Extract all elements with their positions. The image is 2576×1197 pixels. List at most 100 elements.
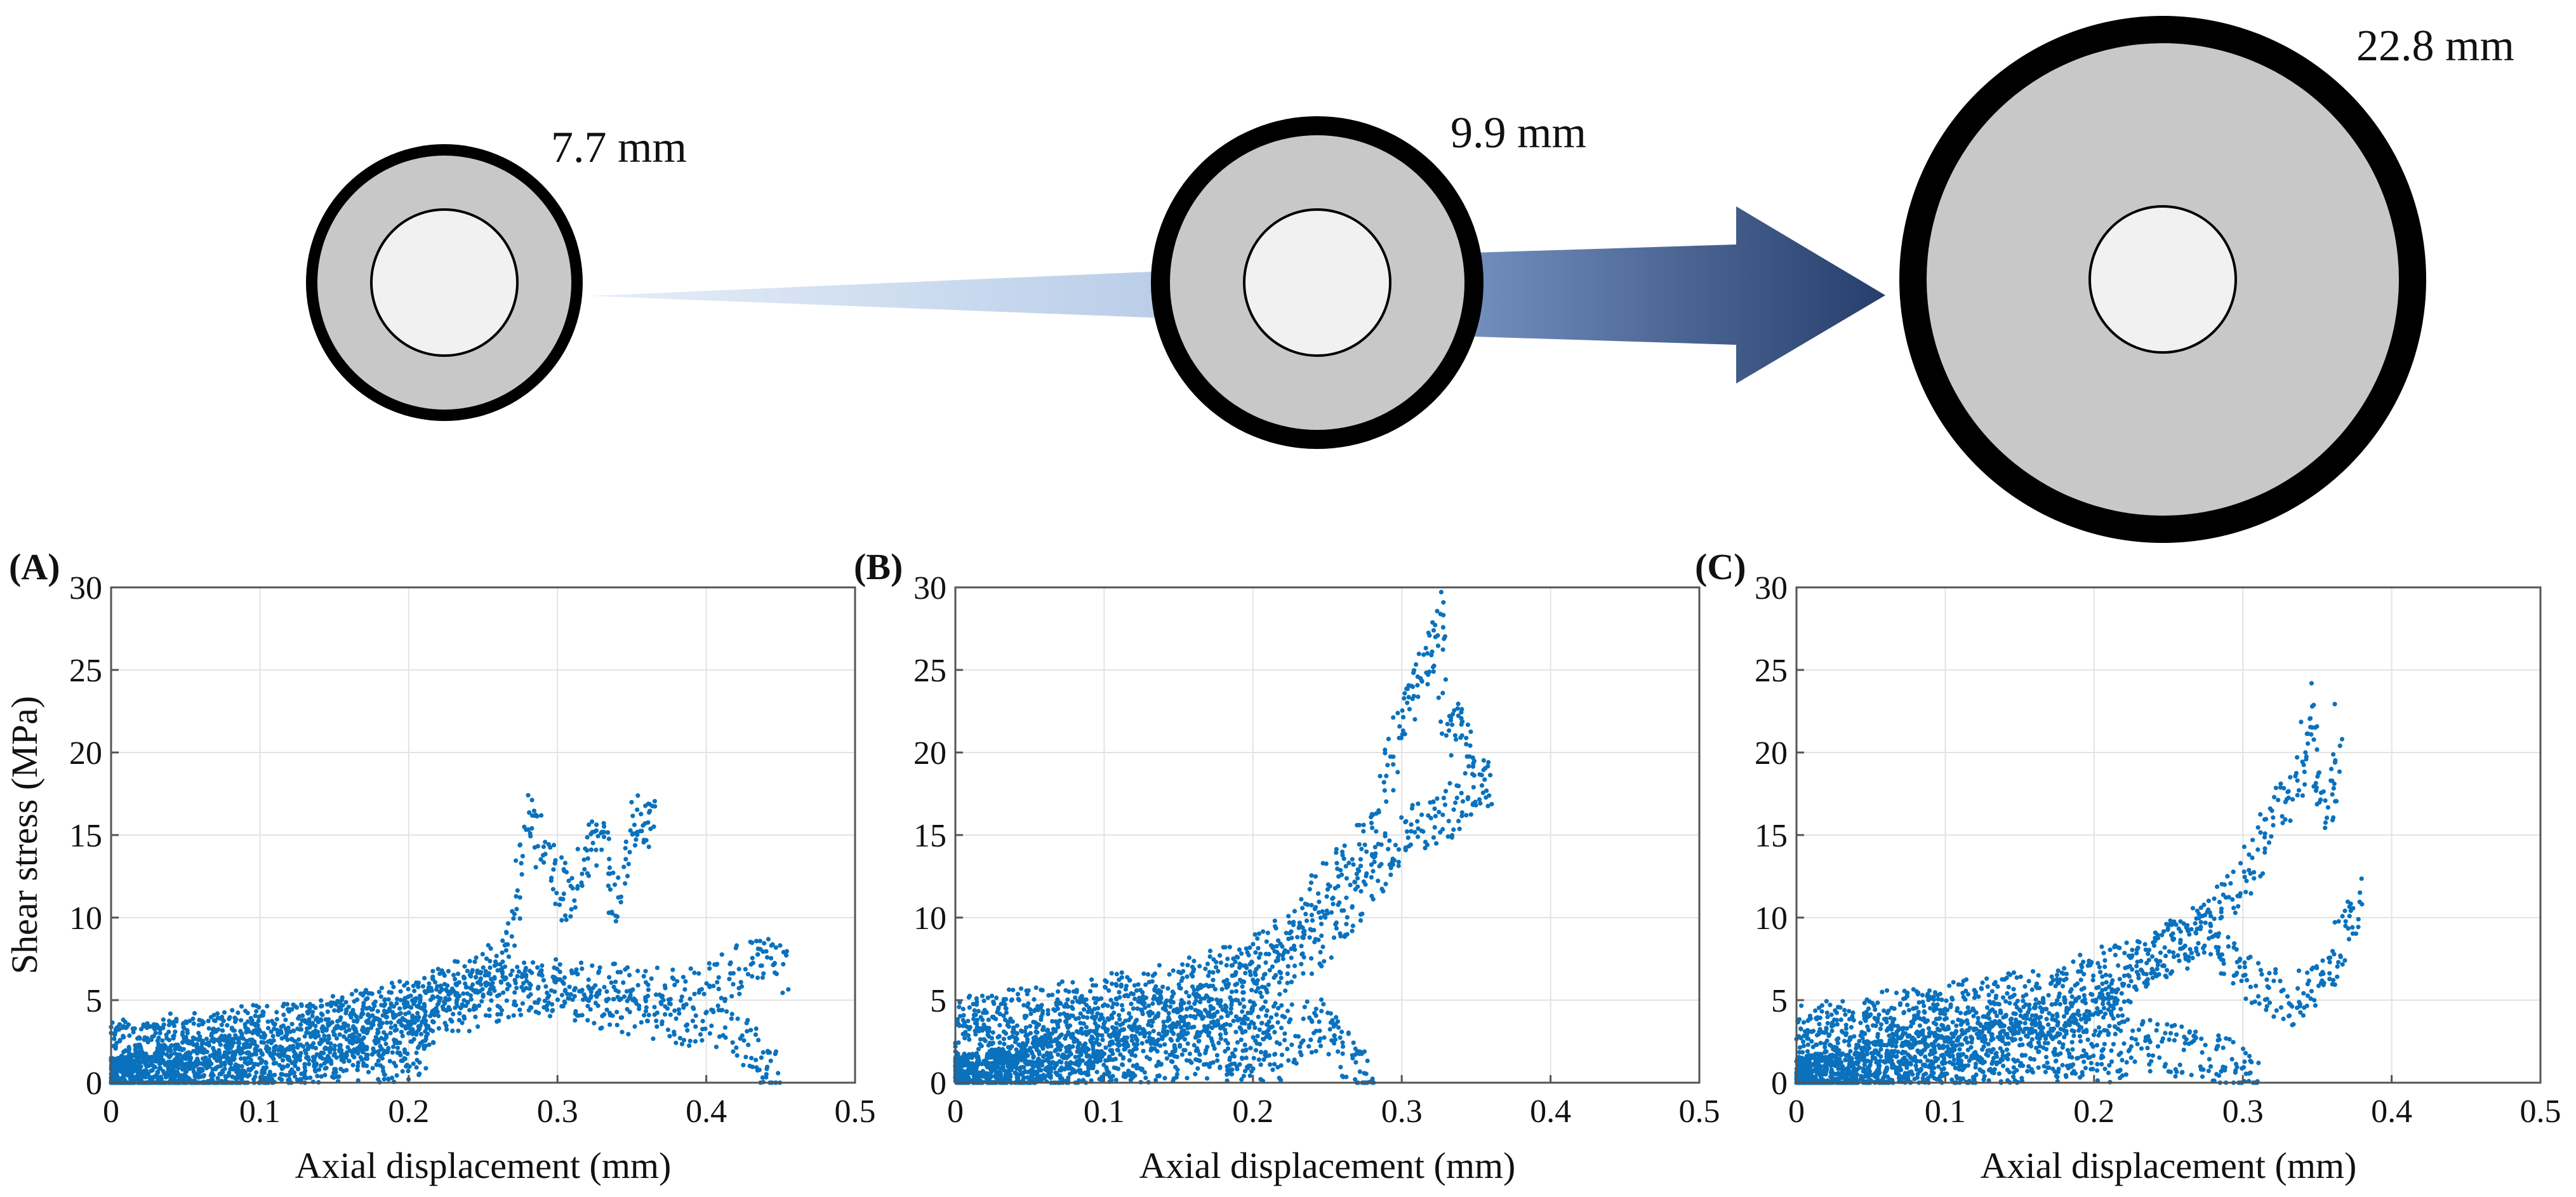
plot-a-data-point xyxy=(416,1044,422,1049)
plot-b-data-point xyxy=(1270,1067,1275,1073)
plot-b-data-point xyxy=(1256,1014,1261,1019)
plot-a-data-point xyxy=(463,1003,468,1008)
plot-a-data-point xyxy=(672,1008,677,1013)
plot-b-data-point xyxy=(1273,959,1278,964)
plot-b-data-point xyxy=(1342,843,1347,848)
plot-b-data-point xyxy=(1419,678,1424,683)
plot-b-data-point xyxy=(1224,963,1229,968)
plot-a-data-point xyxy=(234,1066,239,1071)
plot-a-data-point xyxy=(543,839,548,845)
plot-b-data-point xyxy=(1477,772,1482,777)
plot-a-data-point xyxy=(738,980,743,985)
plot-a-data-point xyxy=(383,1035,389,1040)
plot-a-data-point xyxy=(651,824,656,829)
plot-b-data-point xyxy=(1119,1003,1125,1008)
plot-a-data-point xyxy=(451,972,456,978)
plot-b-data-point xyxy=(1446,819,1451,824)
plot-a-data-point xyxy=(674,1040,679,1045)
plot-a-data-point xyxy=(340,1003,345,1008)
plot-a-data-point xyxy=(585,1003,590,1008)
plot-b-data-point xyxy=(1313,874,1318,879)
plot-b-data-point xyxy=(1258,1062,1263,1067)
plot-a-data-point xyxy=(317,1055,323,1060)
plot-a-data-point xyxy=(365,1052,370,1057)
plot-a-data-point xyxy=(277,1062,282,1068)
plot-a-data-point xyxy=(319,1004,324,1009)
plot-a-data-point xyxy=(157,1055,162,1060)
plot-b-data-point xyxy=(1058,1001,1063,1006)
plot-b-data-point xyxy=(1031,1019,1036,1024)
plot-a-data-point xyxy=(260,1009,265,1014)
plot-a-data-point xyxy=(397,1006,402,1011)
plot-a-data-point xyxy=(253,1052,258,1057)
plot-b-data-point xyxy=(1353,1052,1358,1057)
plot-b-data-point xyxy=(1456,784,1461,789)
plot-a-data-point xyxy=(629,799,634,805)
plot-b-data-point xyxy=(1378,773,1383,779)
plot-a-data-point xyxy=(715,1003,720,1008)
plot-a-data-point xyxy=(780,990,785,996)
plot-b-data-point xyxy=(1289,946,1294,951)
plot-b-data-point xyxy=(1313,1006,1318,1012)
plot-a-data-point xyxy=(199,1041,204,1047)
plot-b-data-point xyxy=(1324,894,1329,899)
plot-b-data-point xyxy=(1435,643,1440,648)
plot-b-data-point xyxy=(1306,1044,1311,1049)
plot-b-data-point xyxy=(1048,1069,1053,1074)
plot-b-data-point xyxy=(1292,963,1298,968)
plot-b-data-point xyxy=(1263,972,1268,977)
plot-b-data-point xyxy=(1094,1069,1099,1074)
plot-b-data-point xyxy=(1286,914,1291,919)
plot-a-data-point xyxy=(319,1074,324,1079)
plot-a-data-point xyxy=(324,1066,329,1071)
plot-a-data-point xyxy=(293,1051,298,1056)
plot-b-data-point xyxy=(1301,971,1306,976)
plot-a-data-point xyxy=(500,950,505,955)
plot-a-data-point xyxy=(388,1020,394,1026)
plot-b-data-point xyxy=(1233,1029,1238,1034)
plot-b-data-point xyxy=(1186,994,1192,999)
plot-a-data-point xyxy=(274,1010,279,1015)
cross-section-large-core xyxy=(2088,205,2237,354)
plot-a-data-point xyxy=(667,1034,672,1039)
plot-a-data-point xyxy=(364,1006,369,1011)
plot-a-data-point xyxy=(488,958,493,964)
plot-a-data-point xyxy=(280,1072,285,1077)
plot-b-data-point xyxy=(1270,964,1275,969)
plot-a-data-point xyxy=(646,982,651,987)
plot-b-data-point xyxy=(1433,634,1438,639)
plot-a-data-point xyxy=(408,1022,413,1027)
plot-a-data-point xyxy=(515,965,520,970)
plot-a-data-point xyxy=(764,1072,769,1077)
plot-a-data-point xyxy=(164,1033,169,1038)
plot-a-data-point xyxy=(289,1060,295,1066)
plot-b-data-point xyxy=(1192,1001,1197,1006)
plot-a-data-point xyxy=(389,1075,395,1080)
plot-b-data-point xyxy=(1205,1010,1210,1015)
plot-a-data-point xyxy=(289,1071,294,1076)
plot-b-data-point xyxy=(1441,796,1446,801)
plot-b-data-point xyxy=(1433,813,1438,819)
plot-b-data-point xyxy=(1364,1071,1369,1076)
plot-a-data-point xyxy=(321,1050,326,1055)
plot-a-data-point xyxy=(714,1045,719,1050)
plot-b-data-point xyxy=(1309,873,1314,878)
plot-a-data-point xyxy=(402,1050,408,1055)
plot-b-data-point xyxy=(1227,944,1232,949)
plot-b-data-point xyxy=(1477,797,1482,802)
plot-a-data-point xyxy=(254,1009,259,1014)
plot-a-data-point xyxy=(572,898,577,903)
plot-b-data-point xyxy=(1124,984,1129,989)
plot-b-data-point xyxy=(967,1005,972,1010)
plot-b-data-point xyxy=(1358,864,1364,869)
plot-a-data-point xyxy=(745,972,750,977)
plot-b-data-point xyxy=(1259,1006,1264,1012)
plot-a-data-point xyxy=(364,1019,369,1024)
plot-a-data-point xyxy=(196,1031,201,1036)
plot-a-data-point xyxy=(634,837,639,842)
plot-b-data-point xyxy=(1147,1031,1152,1036)
plot-a-data-point xyxy=(625,965,630,970)
plot-a-data-point xyxy=(281,1012,286,1017)
plot-a-data-point xyxy=(750,940,755,946)
plot-a-data-point xyxy=(263,1060,269,1065)
